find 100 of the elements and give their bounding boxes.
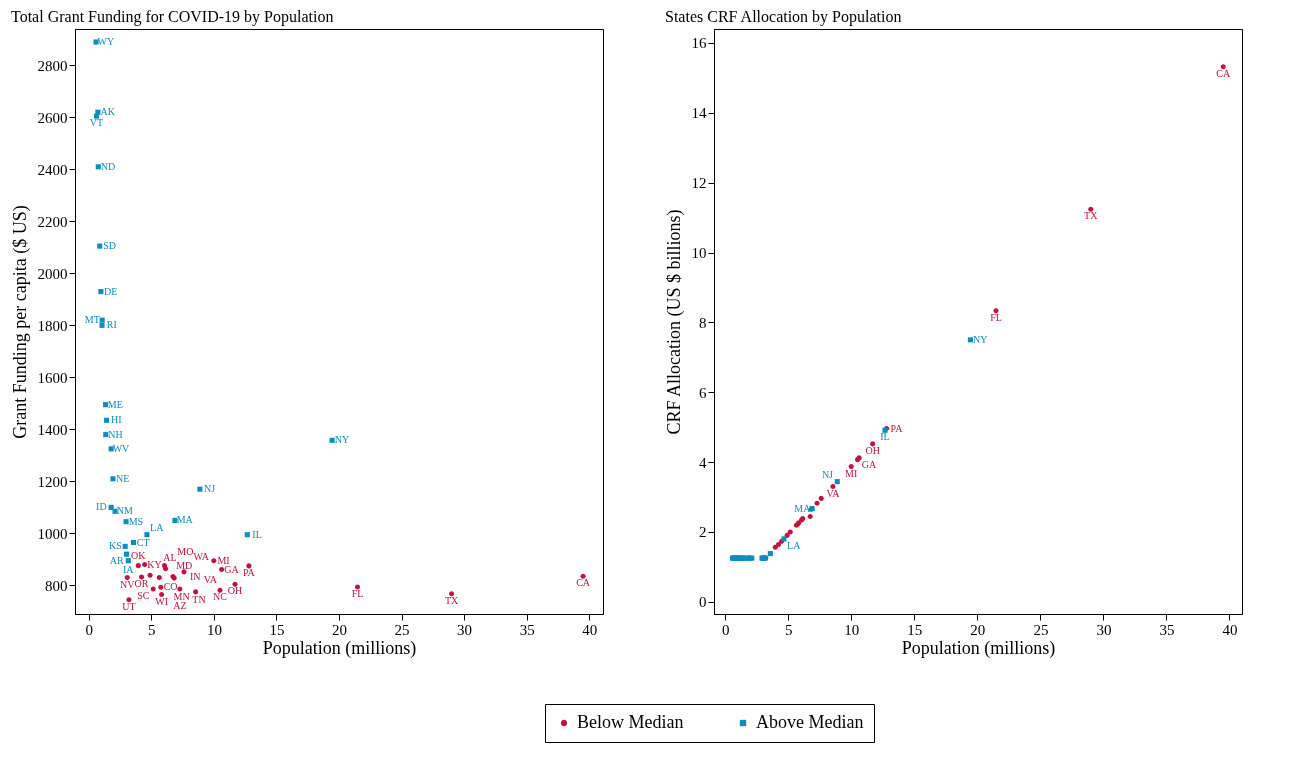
y-tick-label: 4 <box>699 454 707 471</box>
annotation: AR <box>109 555 125 567</box>
annotation: NC <box>213 591 228 603</box>
x-tick-label: 25 <box>1033 621 1049 638</box>
annotation: LA <box>787 539 802 551</box>
x-tick-label: 20 <box>332 621 347 638</box>
annotation: NJ <box>204 483 216 495</box>
x-tick-label: 0 <box>85 621 94 638</box>
annotation: TX <box>1084 210 1099 222</box>
annotation: CA <box>576 577 591 589</box>
annotation: MS <box>128 515 144 527</box>
annotation: WA <box>193 551 210 563</box>
annotation: IL <box>252 528 262 540</box>
x-tick-label: 35 <box>519 621 535 638</box>
y-tick-label: 800 <box>45 577 68 594</box>
annotation: OH <box>227 585 243 597</box>
y-tick-label: 2200 <box>37 213 68 230</box>
y-tick-label: 8 <box>699 314 707 331</box>
annotation: MI <box>845 467 858 479</box>
annotation: IL <box>880 431 890 443</box>
annotation: MI <box>217 554 230 566</box>
y-tick-label: 1800 <box>37 317 68 334</box>
annotation: NH <box>108 428 123 440</box>
x-tick-label: 15 <box>269 621 285 638</box>
annotation: MN <box>173 591 190 603</box>
annotation: MT <box>84 314 100 326</box>
y-tick-label: 16 <box>691 35 707 52</box>
y-tick-label: 2400 <box>37 161 68 178</box>
annotation: OH <box>865 444 880 456</box>
annotation: AZ <box>173 600 187 612</box>
annotation: WI <box>155 595 168 607</box>
x-tick-label: 30 <box>457 621 473 638</box>
annotation: UT <box>122 600 136 612</box>
annotation: AL <box>163 552 177 564</box>
chart-title: Total Grant Funding for COVID-19 by Population <box>11 8 334 26</box>
y-tick-label: 0 <box>699 594 707 611</box>
annotation: MD <box>176 559 193 571</box>
x-tick-label: 5 <box>148 621 156 638</box>
y-tick-label: 14 <box>691 105 707 122</box>
y-tick-label: 2 <box>699 524 707 541</box>
annotation: TX <box>444 594 460 606</box>
annotation: VA <box>203 573 218 585</box>
annotation: GA <box>224 563 240 575</box>
annotation: ME <box>107 398 123 410</box>
x-tick-label: 20 <box>970 621 986 638</box>
annotation: IA <box>123 564 135 576</box>
annotation: OR <box>134 578 149 590</box>
x-axis-title: Population (millions) <box>901 637 1056 659</box>
annotation: RI <box>106 319 117 331</box>
y-tick-label: 6 <box>699 384 707 401</box>
annotation: ID <box>96 501 107 513</box>
annotation: GA <box>861 458 877 470</box>
annotation: VT <box>89 117 104 129</box>
y-tick-label: 12 <box>691 175 707 192</box>
y-tick-label: 1600 <box>37 369 68 386</box>
x-tick-label: 40 <box>1222 621 1238 638</box>
annotation: NM <box>116 505 133 517</box>
annotation: MO <box>177 545 194 557</box>
annotation: DE <box>104 285 118 297</box>
y-tick-label: 2800 <box>37 57 68 74</box>
annotation: TN <box>192 594 206 606</box>
x-tick-label: 30 <box>1096 621 1112 638</box>
y-tick-label: 1000 <box>37 525 68 542</box>
x-tick-label: 10 <box>206 621 222 638</box>
annotation: SD <box>103 240 116 252</box>
annotation: WV <box>112 442 131 454</box>
x-tick-label: 25 <box>394 621 410 638</box>
x-tick-label: 5 <box>785 621 793 638</box>
legend-label: Above Median <box>756 712 864 732</box>
annotation: AK <box>100 106 116 118</box>
x-tick-label: 40 <box>582 621 598 638</box>
annotation: FL <box>990 311 1002 323</box>
annotation: MA <box>794 502 812 514</box>
annotation: NY <box>334 434 350 446</box>
x-tick-label: 0 <box>722 621 730 638</box>
x-axis-title: Population (millions) <box>262 637 417 659</box>
annotation: IN <box>189 570 201 582</box>
annotation: ND <box>100 160 116 172</box>
annotation: KS <box>108 540 122 552</box>
annotation: SC <box>137 590 150 602</box>
annotation: CA <box>1216 67 1231 79</box>
y-tick-label: 2000 <box>37 265 68 282</box>
annotation: KY <box>147 558 162 570</box>
legend-label: Below Median <box>577 712 684 732</box>
annotation: PA <box>890 422 904 434</box>
annotation: CT <box>136 536 150 548</box>
annotation: NV <box>120 578 136 590</box>
y-axis-title: Grant Funding per capita ($ US) <box>9 205 31 439</box>
y-tick-label: 1400 <box>37 421 68 438</box>
annotation: WY <box>97 36 115 47</box>
annotation: FL <box>351 587 364 599</box>
y-axis-title: CRF Allocation (US $ billions) <box>663 209 685 435</box>
annotation: NJ <box>821 468 834 480</box>
y-tick-label: 10 <box>691 245 707 262</box>
annotation: CO <box>163 581 178 593</box>
annotation: OK <box>131 550 147 562</box>
annotation: NY <box>973 333 988 345</box>
chart-title: States CRF Allocation by Population <box>665 8 902 26</box>
annotation: MA <box>176 514 194 526</box>
annotation: PA <box>242 566 256 578</box>
